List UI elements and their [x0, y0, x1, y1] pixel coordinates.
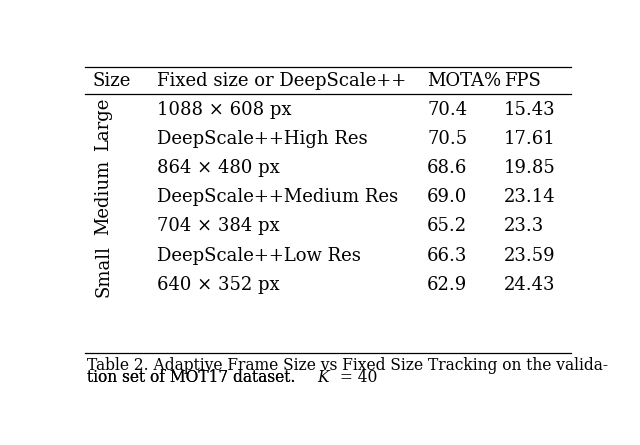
Text: 65.2: 65.2 [428, 218, 467, 235]
Text: = 40: = 40 [335, 369, 377, 386]
Text: 17.61: 17.61 [504, 130, 556, 148]
Text: Large: Large [94, 98, 112, 151]
Text: 19.85: 19.85 [504, 159, 556, 177]
Text: Small: Small [94, 245, 112, 297]
Text: 70.4: 70.4 [428, 101, 467, 119]
Text: 69.0: 69.0 [428, 188, 468, 206]
Text: DeepScale++High Res: DeepScale++High Res [157, 130, 367, 148]
Text: 68.6: 68.6 [428, 159, 468, 177]
Text: Table 2. Adaptive Frame Size vs Fixed Size Tracking on the valida-: Table 2. Adaptive Frame Size vs Fixed Si… [88, 357, 609, 374]
Text: K: K [317, 369, 328, 386]
Text: 70.5: 70.5 [428, 130, 467, 148]
Text: 62.9: 62.9 [428, 276, 467, 295]
Text: 640 × 352 px: 640 × 352 px [157, 276, 280, 295]
Text: MOTA%: MOTA% [428, 72, 501, 90]
Text: Medium: Medium [94, 160, 112, 235]
Text: 704 × 384 px: 704 × 384 px [157, 218, 280, 235]
Text: 1088 × 608 px: 1088 × 608 px [157, 101, 291, 119]
Text: Fixed size or DeepScale++: Fixed size or DeepScale++ [157, 72, 406, 90]
Text: FPS: FPS [504, 72, 541, 90]
Text: 23.59: 23.59 [504, 247, 556, 265]
Text: tion set of MOT17 dataset.: tion set of MOT17 dataset. [88, 369, 305, 386]
Text: 23.14: 23.14 [504, 188, 556, 206]
Text: 15.43: 15.43 [504, 101, 556, 119]
Text: 864 × 480 px: 864 × 480 px [157, 159, 280, 177]
Text: 24.43: 24.43 [504, 276, 556, 295]
Text: DeepScale++Low Res: DeepScale++Low Res [157, 247, 361, 265]
Text: Size: Size [92, 72, 131, 90]
Text: DeepScale++Medium Res: DeepScale++Medium Res [157, 188, 398, 206]
Text: 23.3: 23.3 [504, 218, 545, 235]
Text: 66.3: 66.3 [428, 247, 468, 265]
Text: tion set of MOT17 dataset.: tion set of MOT17 dataset. [88, 369, 305, 386]
